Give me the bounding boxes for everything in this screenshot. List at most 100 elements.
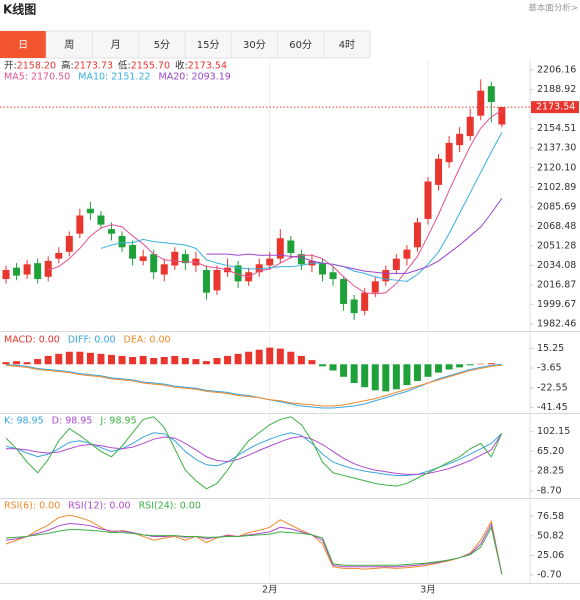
histogram-bar (371, 364, 379, 391)
candle-body (477, 90, 485, 116)
candle-body (97, 215, 105, 225)
candle-body (160, 264, 168, 275)
ohlc-key: 高: (61, 60, 74, 72)
candle-body (171, 251, 179, 266)
histogram-bar (65, 351, 73, 365)
tab[interactable]: 4时 (339, 39, 355, 51)
candle-body (487, 86, 495, 103)
legend-entry: MACD: 0.00 (4, 335, 60, 346)
candle-body (65, 235, 73, 252)
histogram-bar (34, 359, 42, 365)
candle-body (424, 181, 432, 219)
histogram-bar (319, 364, 326, 367)
page-title: K线图 (3, 2, 36, 17)
legend-entry: MA20: 2093.19 (159, 72, 231, 83)
y-tick-label: -41.45 (537, 402, 568, 413)
candle-body (361, 292, 369, 311)
histogram-bar (329, 364, 337, 371)
legend-entry: K: 98.95 (4, 416, 44, 427)
y-tick-label: 2154.51 (537, 123, 576, 134)
histogram-bar (424, 364, 432, 377)
candle-body (86, 208, 94, 214)
tab[interactable]: 60分 (289, 39, 312, 51)
tab[interactable]: 月 (111, 39, 121, 51)
y-tick-label: 2188.92 (537, 84, 576, 95)
candle-body (466, 116, 474, 137)
legend-entry: MA5: 2170.50 (4, 72, 70, 83)
series-line (100, 132, 503, 282)
histogram-bar (456, 364, 464, 368)
legend-entry: DEA: 0.00 (124, 335, 171, 346)
series-line (5, 522, 503, 575)
last-price-box (531, 101, 579, 114)
y-tick-label: 2068.48 (537, 221, 576, 232)
candle-body (181, 254, 189, 264)
series-line (5, 364, 502, 407)
candle-body (13, 267, 21, 276)
candle-body (392, 258, 400, 270)
candle-body (150, 254, 158, 273)
histogram-bar (213, 358, 221, 365)
candle-body (456, 133, 464, 146)
histogram-bar (287, 351, 295, 365)
candle-body (297, 254, 305, 265)
ohlc-value: 2158.20 (17, 61, 56, 72)
legend-entry: J: 98.95 (99, 416, 136, 427)
y-tick-label: -8.70 (537, 485, 562, 496)
ohlc-key: 开: (4, 61, 17, 72)
tab[interactable]: 周 (64, 39, 74, 51)
histogram-bar (245, 351, 253, 365)
candle-body (340, 279, 348, 305)
histogram-bar (55, 353, 63, 365)
y-tick-label: 2085.69 (537, 201, 576, 212)
candle-body (445, 142, 453, 163)
histogram-bar (350, 364, 358, 384)
y-tick-label: 76.58 (537, 511, 564, 522)
y-tick-label: 15.25 (537, 343, 564, 354)
y-tick-label: 25.06 (537, 550, 564, 561)
y-tick-label: 2206.16 (537, 65, 576, 76)
histogram-bar (171, 355, 179, 365)
y-tick-label: -3.65 (537, 363, 562, 374)
histogram-bar (44, 355, 52, 365)
series-line (206, 197, 503, 274)
legend-entry: D: 98.95 (52, 416, 93, 427)
ohlc-value: 2155.70 (131, 61, 170, 72)
tab[interactable]: 30分 (243, 39, 266, 51)
candle-body (108, 229, 115, 234)
histogram-bar (139, 355, 147, 365)
candle-body (118, 235, 126, 248)
series-line (48, 110, 503, 295)
x-tick-label: 3月 (420, 585, 436, 596)
candle-body (319, 263, 326, 275)
histogram-bar (160, 356, 168, 365)
candle-body (44, 260, 52, 277)
histogram-bar (108, 354, 115, 365)
tab[interactable]: 日 (18, 40, 28, 51)
series-line (5, 416, 503, 490)
candle-body (382, 269, 390, 282)
histogram-bar (202, 361, 210, 365)
tab[interactable]: 15分 (197, 39, 220, 51)
y-tick-label: 2034.08 (537, 260, 576, 271)
x-tick-label: 2月 (262, 585, 278, 596)
legend-entry: DIFF: 0.00 (68, 335, 116, 346)
candle-body (139, 256, 147, 261)
histogram-bar (276, 348, 284, 365)
series-line (5, 525, 503, 575)
candle-body (371, 281, 379, 293)
candle-body (23, 264, 31, 275)
candle-body (329, 272, 337, 280)
last-price-label: 2173.54 (536, 102, 575, 113)
y-tick-label: 2016.87 (537, 279, 576, 290)
series-line (6, 433, 503, 475)
tab[interactable]: 5分 (154, 39, 170, 51)
histogram-bar (86, 352, 94, 365)
y-tick-label: 102.15 (537, 426, 570, 437)
legend-entry: RSI(6): 0.00 (4, 501, 60, 512)
analysis-link[interactable]: 基本面分析> (528, 3, 578, 14)
candle-body (76, 215, 84, 234)
candle-body (255, 264, 263, 273)
